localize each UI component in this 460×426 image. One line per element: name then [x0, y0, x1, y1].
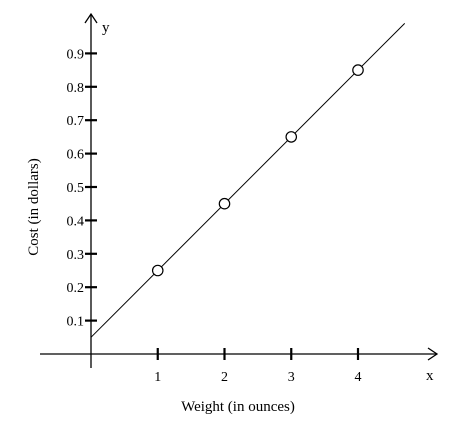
y-tick-label: 0.5 — [67, 181, 85, 196]
series — [90, 22, 406, 338]
x-axis-title: Weight (in ounces) — [181, 399, 295, 415]
data-point — [352, 64, 364, 76]
y-tick-label: 0.6 — [67, 148, 85, 163]
data-point — [218, 197, 231, 210]
y-tick-label: 0.8 — [67, 81, 85, 96]
y-tick-label: 0.7 — [67, 114, 85, 129]
x-tick-label: 2 — [221, 370, 228, 385]
x-axis-letter: x — [426, 368, 434, 384]
data-point — [285, 131, 298, 143]
y-tick-label: 0.3 — [67, 248, 85, 263]
y-axis-arrow — [84, 12, 98, 24]
y-axis-title: Cost (in dollars) — [26, 158, 42, 256]
y-tick-label: 0.9 — [67, 47, 85, 62]
x-tick-label: 3 — [288, 370, 295, 385]
x-axis-arrow — [427, 347, 439, 361]
y-tick-label: 0.4 — [67, 214, 85, 229]
x-tick-label: 4 — [355, 370, 362, 385]
y-tick-label: 0.2 — [67, 281, 85, 296]
axes — [40, 12, 439, 368]
ticks: 1 2 3 4 0.1 0.2 0.3 0.4 0.5 0.6 0.7 0.8 0.9 — [67, 47, 362, 385]
y-tick-label: 0.1 — [67, 315, 85, 330]
y-axis-letter: y — [102, 20, 110, 36]
data-point — [151, 264, 164, 277]
x-tick-label: 1 — [154, 370, 161, 385]
series-line — [90, 22, 406, 338]
